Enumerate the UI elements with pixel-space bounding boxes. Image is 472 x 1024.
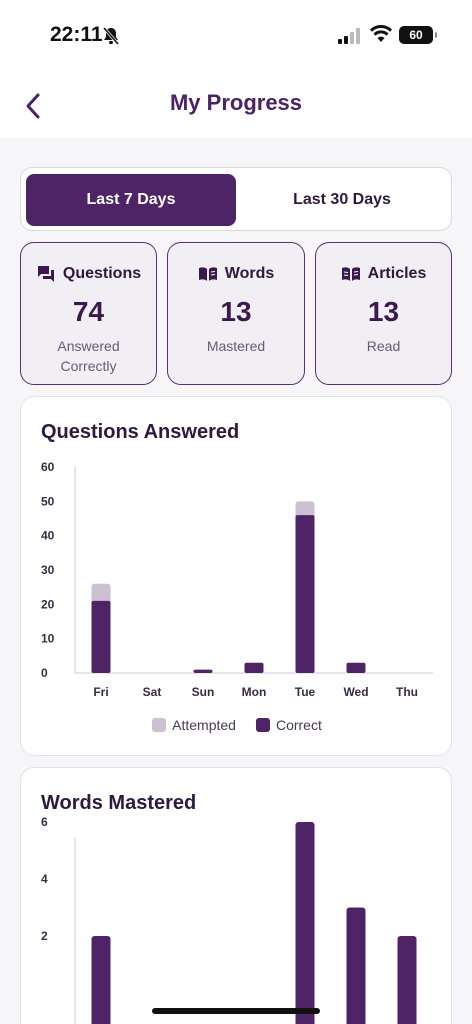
y-tick-label: 30	[41, 563, 55, 577]
book-icon	[198, 267, 217, 281]
stat-caption: Mastered	[206, 338, 266, 354]
cellular-signal-icon	[338, 28, 360, 44]
y-tick-label: 0	[41, 666, 48, 680]
stat-label: Words	[224, 265, 275, 282]
legend-label: Attempted	[172, 717, 236, 733]
stat-label: Articles	[367, 265, 427, 282]
date-range-toggle: Last 7 Days Last 30 Days	[20, 167, 452, 231]
back-chevron-icon[interactable]	[16, 88, 52, 124]
article-icon	[341, 267, 360, 281]
y-tick-label: 50	[41, 494, 55, 508]
x-tick-label: Fri	[93, 685, 108, 699]
legend-item-correct: Correct	[255, 717, 322, 733]
y-tick-label: 2	[41, 929, 48, 943]
y-tick-label: 4	[41, 872, 48, 886]
y-tick-label: 10	[41, 632, 55, 646]
words-bar	[91, 936, 111, 1024]
question-answer-icon	[37, 266, 54, 282]
tab-last-30-days[interactable]: Last 30 Days	[293, 191, 391, 208]
legend-label: Correct	[275, 717, 322, 733]
correct-bar	[244, 662, 264, 673]
stat-value: 13	[367, 296, 400, 327]
chart-title: Words Mastered	[41, 792, 197, 814]
x-tick-label: Sat	[143, 685, 162, 699]
status-time: 22:11	[50, 23, 103, 46]
tab-last-7-days[interactable]: Last 7 Days	[26, 174, 236, 226]
x-tick-label: Tue	[295, 685, 316, 699]
words-bar	[397, 936, 417, 1024]
stat-caption: Answered Correctly	[57, 338, 120, 374]
y-tick-label: 40	[41, 529, 55, 543]
words-mastered-card: Words Mastered 2 4 6	[20, 767, 452, 1024]
correct-bar	[193, 669, 213, 673]
questions-stat-card: Questions 74 Answered Correctly	[20, 242, 157, 385]
battery-icon: 60	[399, 26, 437, 44]
legend-item-attempted: Attempted	[152, 717, 236, 733]
y-tick-label: 60	[41, 460, 55, 474]
chart-legend: Attempted Correct	[21, 717, 453, 733]
stat-value: 74	[72, 296, 105, 327]
status-bar: 22:11 60	[0, 0, 472, 70]
home-indicator[interactable]	[152, 1008, 320, 1014]
stat-label: Questions	[62, 265, 142, 282]
x-tick-label: Sun	[192, 685, 215, 699]
x-tick-label: Mon	[242, 685, 267, 699]
questions-answered-card: Questions Answered 0 10 20 30 40 50 60 Fri Sat Su…	[20, 396, 452, 756]
words-stat-card: Words 13 Mastered	[167, 242, 305, 385]
x-tick-label: Wed	[343, 685, 368, 699]
page-title: My Progress	[169, 90, 303, 115]
questions-answered-chart: 0 10 20 30 40 50 60 Fri Sat Sun Mon Tue Wed Thu	[41, 460, 433, 699]
articles-stat-card: Articles 13 Read	[315, 242, 452, 385]
bell-muted-icon	[102, 27, 120, 45]
chart-title: Questions Answered	[41, 421, 240, 443]
wifi-icon	[370, 25, 392, 42]
attempted-swatch	[152, 718, 167, 732]
correct-bar	[91, 600, 111, 673]
correct-bar	[295, 515, 315, 673]
correct-swatch	[255, 718, 270, 732]
stat-caption: Read	[366, 338, 401, 354]
stat-value: 13	[220, 296, 252, 327]
battery-level: 60	[409, 28, 423, 42]
x-tick-label: Thu	[396, 685, 418, 699]
words-bar	[346, 907, 366, 1024]
correct-bar	[346, 662, 366, 673]
words-bar	[295, 822, 315, 1024]
words-mastered-chart: 2 4 6	[41, 815, 417, 1024]
y-tick-label: 20	[41, 597, 55, 611]
nav-bar: My Progress	[0, 70, 472, 138]
y-tick-label: 6	[41, 815, 48, 829]
